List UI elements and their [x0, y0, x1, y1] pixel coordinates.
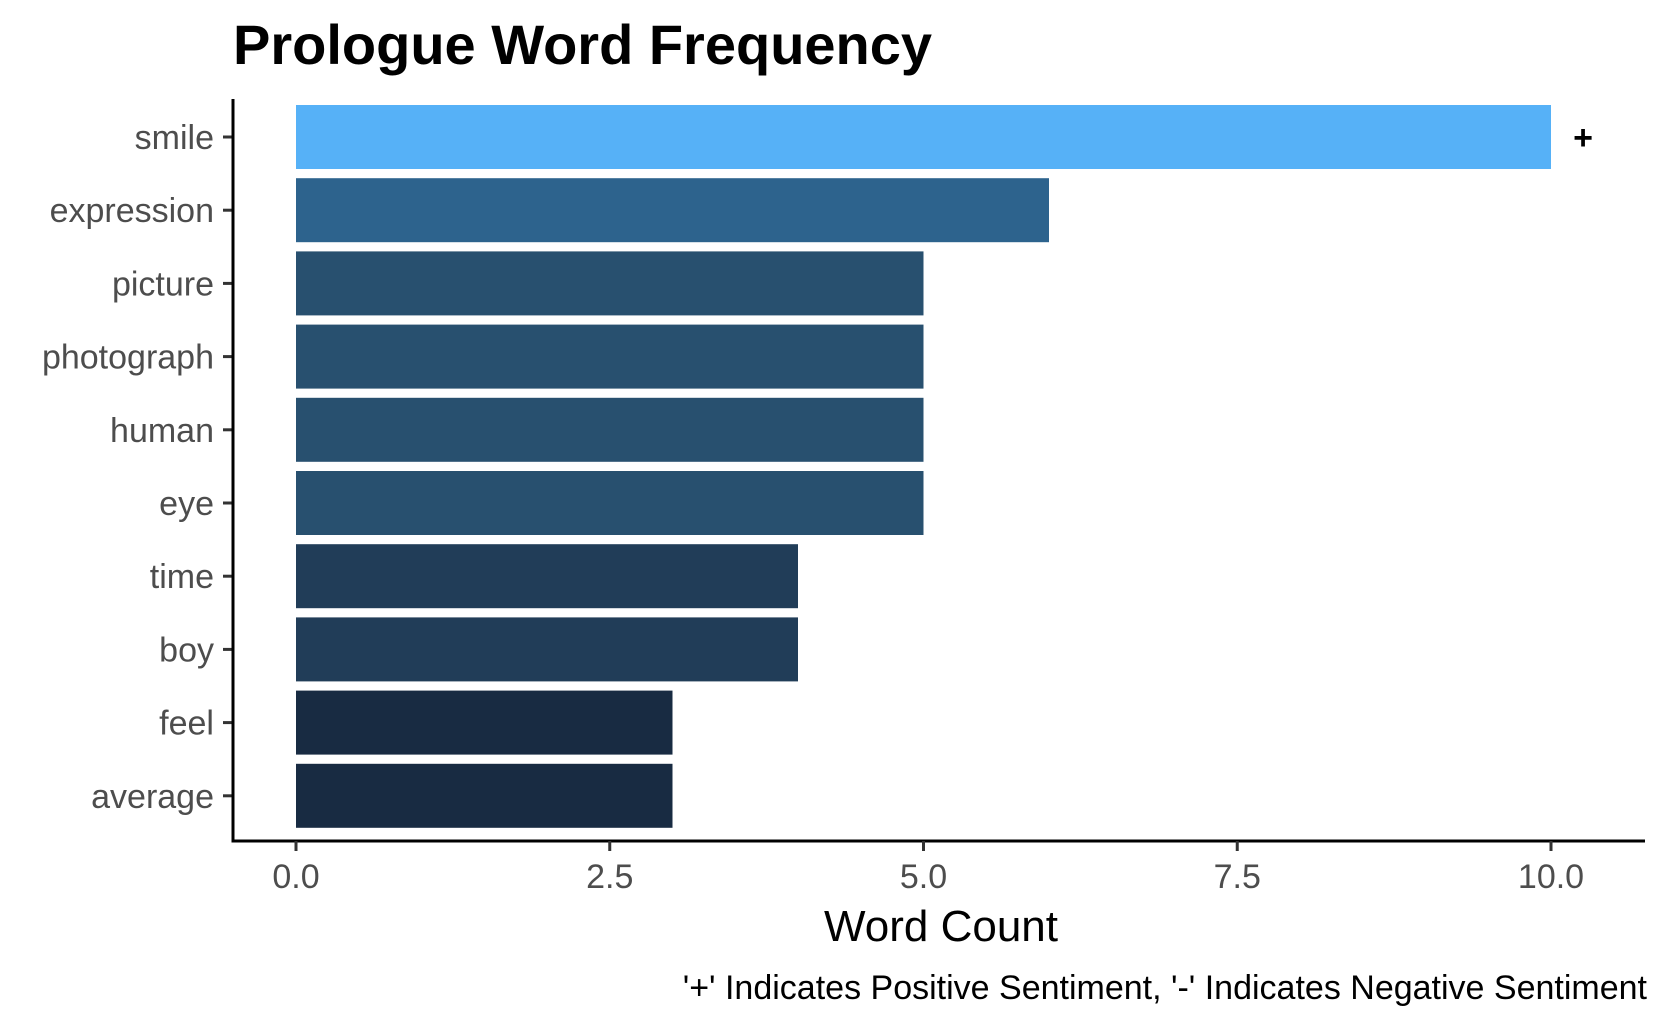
bar-smile: [296, 105, 1551, 169]
bar-time: [296, 544, 798, 609]
y-tick-label-expression: expression: [50, 192, 214, 230]
sentiment-label-smile: +: [1573, 119, 1593, 157]
x-tick-label-3: 7.5: [1214, 858, 1261, 896]
bar-photograph: [296, 324, 924, 389]
y-tick-label-eye: eye: [159, 485, 214, 523]
y-tick-label-boy: boy: [159, 631, 214, 669]
bar-human: [296, 397, 924, 462]
y-tick-label-feel: feel: [159, 705, 214, 743]
axes-group: smile expression picture photograph human eye…: [42, 99, 1645, 896]
x-tick-label-1: 2.5: [586, 858, 633, 896]
bar-feel: [296, 690, 673, 755]
chart-caption: '+' Indicates Positive Sentiment, '-' In…: [683, 969, 1648, 1007]
chart-title: Prologue Word Frequency: [233, 13, 932, 76]
x-tick-label-4: 10.0: [1518, 858, 1584, 896]
y-tick-label-average: average: [91, 778, 214, 816]
bar-picture: [296, 251, 924, 316]
x-axis-title: Word Count: [824, 902, 1058, 951]
bar-expression: [296, 178, 1049, 243]
y-tick-label-picture: picture: [112, 265, 214, 303]
bar-eye: [296, 471, 924, 535]
y-tick-label-human: human: [110, 412, 214, 450]
sentiment-annotations: +: [1573, 119, 1593, 157]
y-tick-label-photograph: photograph: [42, 339, 214, 377]
y-tick-label-smile: smile: [135, 119, 214, 157]
bars-group: [296, 105, 1551, 828]
y-tick-label-time: time: [150, 558, 214, 596]
bar-boy: [296, 617, 798, 682]
x-tick-label-2: 5.0: [900, 858, 947, 896]
bar-average: [296, 763, 673, 828]
x-tick-label-0: 0.0: [272, 858, 319, 896]
